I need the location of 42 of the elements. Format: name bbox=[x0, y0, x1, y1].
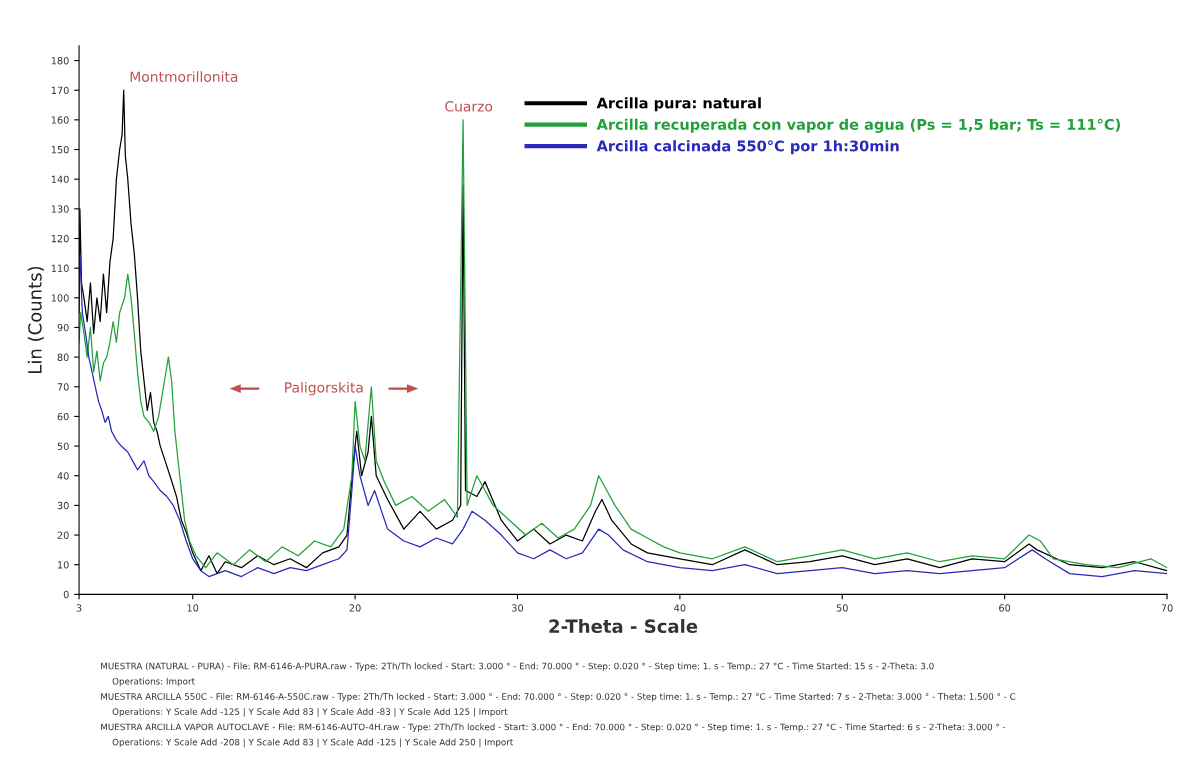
text: Operations: Import bbox=[112, 677, 195, 687]
text: Operations: Y Scale Add -208 | Y Scale Add 83 | Y Scale Add -125 | Y Scale Add 250 | Import bbox=[112, 738, 514, 748]
annotation: Paligorskita bbox=[285, 381, 363, 396]
y-tick-label: 160 bbox=[51, 116, 69, 124]
text: MUESTRA (NATURAL - PURA) - File: RM-6146-A-PURA.raw - Type: 2Th/Th locked - Start: 3.000 ° - End: 70.000 ° - Step: 0.020 ° - Step time: 1. s - Temp.: 27 °C - Time Started: 15 s - 2-Theta: 3.0 bbox=[101, 662, 934, 671]
y-tick-label: 120 bbox=[51, 234, 69, 243]
annotation: Montmorillonita bbox=[130, 71, 238, 82]
y-tick-label: 100 bbox=[51, 294, 69, 302]
y-tick-label: 130 bbox=[51, 205, 69, 213]
y-tick-label: 20 bbox=[57, 531, 69, 539]
x-axis-title: 2-Theta - Scale bbox=[549, 619, 698, 634]
y-tick-label: 0 bbox=[63, 590, 69, 599]
text: Operations: Y Scale Add -125 | Y Scale Add 83 | Y Scale Add -83 | Y Scale Add 125 | Import bbox=[112, 708, 508, 717]
x-tick-label: 20 bbox=[349, 604, 361, 612]
x-tick-label: 40 bbox=[674, 604, 686, 612]
x-tick-label: 30 bbox=[512, 604, 524, 612]
legend-label: Arcilla calcinada 550°C por 1h:30min bbox=[596, 140, 899, 155]
x-tick-label: 70 bbox=[1161, 604, 1173, 612]
y-tick-label: 180 bbox=[51, 57, 69, 65]
y-tick-label: 170 bbox=[51, 86, 69, 95]
y-tick-label: 70 bbox=[57, 383, 69, 391]
y-tick-label: 150 bbox=[51, 145, 69, 154]
annotation: Cuarzo bbox=[445, 101, 493, 112]
text: MUESTRA ARCILLA VAPOR AUTOCLAVE - File: RM-6146-AUTO-4H.raw - Type: 2Th/Th locked - Start: 3.000 ° - End: 70.000 ° - Step: 0.020 ° - Step time: 1. s - Temp.: 27 °C - Time Started: 6 s - 2-Theta: 3.000 ° - bbox=[101, 723, 1006, 732]
x-tick-label: 3 bbox=[76, 604, 82, 612]
y-axis-title: Lin (Counts) bbox=[27, 266, 44, 373]
y-tick-label: 30 bbox=[57, 501, 69, 510]
text: MUESTRA ARCILLA 550C - File: RM-6146-A-550C.raw - Type: 2Th/Th locked - Start: 3.000 ° - End: 70.000 ° - Step: 0.020 ° - Step time: 1. s - Temp.: 27 °C - Time Started: 7 s - 2-Theta: 3.000 ° - Theta: 1.500 ° - C bbox=[101, 693, 1016, 702]
legend-label: Arcilla recuperada con vapor de agua (Ps = 1,5 bar; Ts = 111°C) bbox=[596, 118, 1120, 133]
y-tick-label: 40 bbox=[57, 472, 69, 480]
y-tick-label: 80 bbox=[57, 353, 69, 361]
y-tick-label: 110 bbox=[51, 264, 69, 272]
legend-label: Arcilla pura: natural bbox=[596, 97, 761, 112]
y-tick-label: 60 bbox=[57, 412, 69, 421]
x-tick-label: 50 bbox=[836, 604, 848, 612]
y-tick-label: 90 bbox=[57, 323, 69, 332]
line-series bbox=[79, 252, 1168, 578]
y-tick-label: 10 bbox=[58, 561, 69, 569]
x-tick-label: 60 bbox=[999, 604, 1011, 612]
y-tick-label: 140 bbox=[51, 175, 69, 183]
x-tick-label: 10 bbox=[187, 604, 199, 612]
y-tick-label: 50 bbox=[57, 442, 69, 450]
